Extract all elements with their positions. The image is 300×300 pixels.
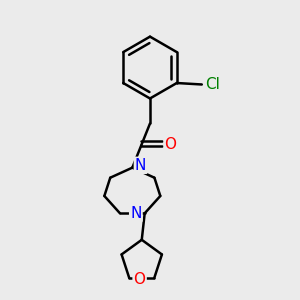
Text: O: O [165, 136, 177, 152]
Text: O: O [134, 272, 146, 287]
Text: Cl: Cl [205, 77, 220, 92]
Text: N: N [130, 206, 142, 221]
Text: N: N [135, 158, 146, 173]
